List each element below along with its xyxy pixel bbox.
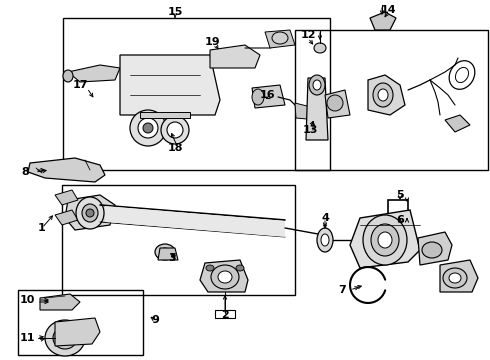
- Ellipse shape: [371, 224, 399, 256]
- Text: 1: 1: [38, 223, 46, 233]
- Ellipse shape: [327, 95, 343, 111]
- Polygon shape: [295, 103, 318, 120]
- Ellipse shape: [218, 271, 232, 283]
- Polygon shape: [105, 206, 285, 237]
- Ellipse shape: [422, 242, 442, 258]
- Text: 17: 17: [72, 80, 88, 90]
- Ellipse shape: [317, 228, 333, 252]
- Ellipse shape: [313, 80, 321, 90]
- Text: 9: 9: [151, 315, 159, 325]
- Polygon shape: [350, 210, 420, 268]
- Ellipse shape: [53, 327, 77, 349]
- Polygon shape: [40, 294, 80, 310]
- Text: 14: 14: [380, 5, 396, 15]
- Polygon shape: [370, 12, 396, 30]
- Ellipse shape: [252, 89, 264, 105]
- Polygon shape: [265, 30, 295, 48]
- Polygon shape: [440, 260, 478, 292]
- Ellipse shape: [160, 248, 170, 256]
- Bar: [295, 30, 488, 170]
- Ellipse shape: [206, 265, 214, 271]
- Polygon shape: [200, 260, 248, 292]
- Polygon shape: [418, 232, 452, 265]
- Ellipse shape: [155, 244, 175, 260]
- Polygon shape: [28, 158, 105, 182]
- Text: 19: 19: [204, 37, 220, 47]
- Ellipse shape: [363, 215, 407, 265]
- Bar: [62, 185, 295, 295]
- Text: 8: 8: [21, 167, 29, 177]
- Polygon shape: [120, 55, 220, 115]
- Ellipse shape: [143, 123, 153, 133]
- Ellipse shape: [443, 268, 467, 288]
- Ellipse shape: [449, 273, 461, 283]
- Text: 11: 11: [19, 333, 35, 343]
- Text: 2: 2: [221, 310, 229, 320]
- Text: 16: 16: [259, 90, 275, 100]
- Text: 12: 12: [300, 30, 316, 40]
- Polygon shape: [252, 85, 285, 108]
- Text: 4: 4: [321, 213, 329, 223]
- Bar: [63, 18, 330, 170]
- Text: 3: 3: [168, 253, 176, 263]
- Ellipse shape: [309, 75, 325, 95]
- Ellipse shape: [378, 89, 388, 101]
- Text: 15: 15: [167, 7, 183, 17]
- Ellipse shape: [45, 320, 85, 356]
- Polygon shape: [210, 45, 260, 68]
- Ellipse shape: [321, 234, 329, 246]
- Ellipse shape: [167, 122, 183, 138]
- Ellipse shape: [161, 116, 189, 144]
- Ellipse shape: [82, 204, 98, 222]
- Bar: [18, 290, 143, 355]
- Ellipse shape: [272, 32, 288, 44]
- Ellipse shape: [63, 70, 73, 82]
- Text: 7: 7: [338, 285, 346, 295]
- Ellipse shape: [59, 333, 71, 343]
- Ellipse shape: [314, 43, 326, 53]
- Polygon shape: [55, 190, 78, 205]
- Text: 18: 18: [167, 143, 183, 153]
- Polygon shape: [368, 75, 405, 115]
- Text: 5: 5: [396, 190, 404, 200]
- Polygon shape: [68, 65, 120, 82]
- Text: 10: 10: [19, 295, 35, 305]
- Polygon shape: [65, 195, 115, 230]
- Ellipse shape: [378, 232, 392, 248]
- Ellipse shape: [211, 265, 239, 289]
- Text: 13: 13: [302, 125, 318, 135]
- Polygon shape: [140, 112, 190, 118]
- Ellipse shape: [138, 118, 158, 138]
- Ellipse shape: [76, 197, 104, 229]
- Ellipse shape: [236, 265, 244, 271]
- Ellipse shape: [373, 83, 393, 107]
- Polygon shape: [55, 210, 78, 225]
- Polygon shape: [325, 90, 350, 118]
- Ellipse shape: [130, 110, 166, 146]
- Polygon shape: [306, 78, 328, 140]
- Polygon shape: [445, 115, 470, 132]
- Ellipse shape: [86, 209, 94, 217]
- Polygon shape: [158, 248, 178, 260]
- Text: 6: 6: [396, 215, 404, 225]
- Polygon shape: [55, 318, 100, 346]
